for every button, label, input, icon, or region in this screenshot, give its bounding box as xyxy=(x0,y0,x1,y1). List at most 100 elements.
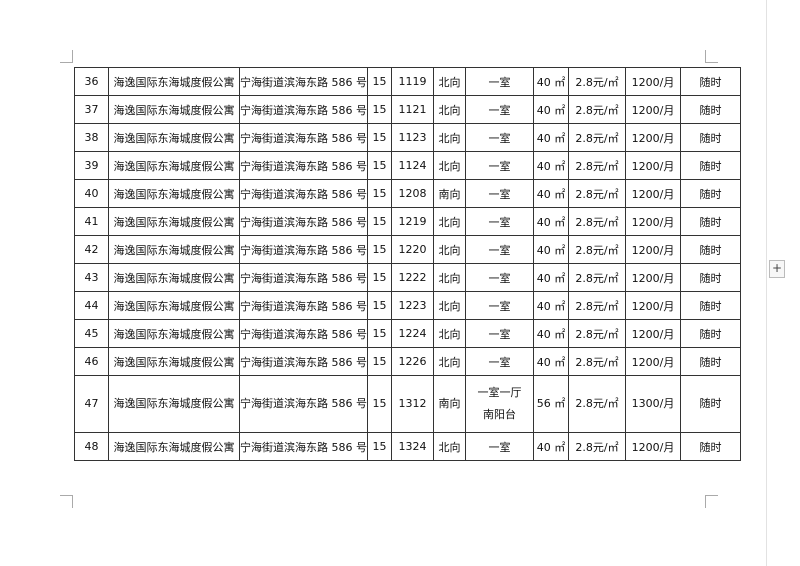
rent-cell: 1200/月 xyxy=(625,207,681,236)
room-number-cell: 1219 xyxy=(391,207,434,236)
floor-cell: 15 xyxy=(367,432,392,461)
rent-cell: 1200/月 xyxy=(625,151,681,180)
room-number-cell: 1312 xyxy=(391,375,434,433)
availability-cell: 随时 xyxy=(680,375,741,433)
row-number-cell: 39 xyxy=(74,151,109,180)
table-row: 41 海逸国际东海城度假公寓 宁海街道滨海东路 586 号 15 1219 北向 一室 40 … xyxy=(74,207,741,236)
availability-cell: 随时 xyxy=(680,291,741,320)
address-cell: 宁海街道滨海东路 586 号 xyxy=(239,151,368,180)
availability-cell: 随时 xyxy=(680,123,741,152)
property-name-cell: 海逸国际东海城度假公寓 xyxy=(108,67,240,96)
property-name-cell: 海逸国际东海城度假公寓 xyxy=(108,319,240,348)
corner-mark xyxy=(705,50,718,63)
address-cell: 宁海街道滨海东路 586 号 xyxy=(239,207,368,236)
property-name-cell: 海逸国际东海城度假公寓 xyxy=(108,207,240,236)
corner-mark xyxy=(60,50,73,63)
address-cell: 宁海街道滨海东路 586 号 xyxy=(239,67,368,96)
table-row: 45 海逸国际东海城度假公寓 宁海街道滨海东路 586 号 15 1224 北向 一室 40 … xyxy=(74,319,741,348)
layout-cell: 一室 xyxy=(465,123,534,152)
table-row: 37 海逸国际东海城度假公寓 宁海街道滨海东路 586 号 15 1121 北向 一室 40 … xyxy=(74,95,741,124)
property-fee-cell: 2.8元/㎡ xyxy=(568,319,626,348)
address-cell: 宁海街道滨海东路 586 号 xyxy=(239,179,368,208)
area-cell: 40 ㎡ xyxy=(533,432,569,461)
rent-cell: 1200/月 xyxy=(625,67,681,96)
property-name-cell: 海逸国际东海城度假公寓 xyxy=(108,95,240,124)
property-name-cell: 海逸国际东海城度假公寓 xyxy=(108,375,240,433)
address-cell: 宁海街道滨海东路 586 号 xyxy=(239,95,368,124)
listing-table: 36 海逸国际东海城度假公寓 宁海街道滨海东路 586 号 15 1119 北向 一室 40 … xyxy=(74,67,741,461)
rent-cell: 1200/月 xyxy=(625,235,681,264)
room-number-cell: 1119 xyxy=(391,67,434,96)
floor-cell: 15 xyxy=(367,375,392,433)
orientation-cell: 北向 xyxy=(433,95,466,124)
address-cell: 宁海街道滨海东路 586 号 xyxy=(239,263,368,292)
row-number-cell: 37 xyxy=(74,95,109,124)
orientation-cell: 北向 xyxy=(433,263,466,292)
area-cell: 56 ㎡ xyxy=(533,375,569,433)
page-edge xyxy=(766,0,767,566)
room-number-cell: 1124 xyxy=(391,151,434,180)
room-number-cell: 1208 xyxy=(391,179,434,208)
address-cell: 宁海街道滨海东路 586 号 xyxy=(239,235,368,264)
row-number-cell: 48 xyxy=(74,432,109,461)
row-number-cell: 45 xyxy=(74,319,109,348)
availability-cell: 随时 xyxy=(680,347,741,376)
rent-cell: 1200/月 xyxy=(625,95,681,124)
area-cell: 40 ㎡ xyxy=(533,95,569,124)
property-fee-cell: 2.8元/㎡ xyxy=(568,123,626,152)
layout-cell: 一室 xyxy=(465,179,534,208)
floor-cell: 15 xyxy=(367,123,392,152)
area-cell: 40 ㎡ xyxy=(533,263,569,292)
availability-cell: 随时 xyxy=(680,179,741,208)
row-number-cell: 47 xyxy=(74,375,109,433)
corner-mark xyxy=(705,495,718,508)
orientation-cell: 北向 xyxy=(433,151,466,180)
layout-cell: 一室 xyxy=(465,319,534,348)
orientation-cell: 南向 xyxy=(433,179,466,208)
availability-cell: 随时 xyxy=(680,67,741,96)
address-cell: 宁海街道滨海东路 586 号 xyxy=(239,319,368,348)
add-button[interactable]: + xyxy=(769,260,785,278)
orientation-cell: 北向 xyxy=(433,432,466,461)
property-name-cell: 海逸国际东海城度假公寓 xyxy=(108,151,240,180)
property-name-cell: 海逸国际东海城度假公寓 xyxy=(108,179,240,208)
orientation-cell: 北向 xyxy=(433,347,466,376)
area-cell: 40 ㎡ xyxy=(533,151,569,180)
property-name-cell: 海逸国际东海城度假公寓 xyxy=(108,347,240,376)
orientation-cell: 南向 xyxy=(433,375,466,433)
layout-cell: 一室 xyxy=(465,95,534,124)
floor-cell: 15 xyxy=(367,235,392,264)
floor-cell: 15 xyxy=(367,291,392,320)
layout-cell: 一室一厅 南阳台 xyxy=(465,375,534,433)
row-number-cell: 41 xyxy=(74,207,109,236)
property-fee-cell: 2.8元/㎡ xyxy=(568,95,626,124)
rent-cell: 1200/月 xyxy=(625,432,681,461)
floor-cell: 15 xyxy=(367,319,392,348)
address-cell: 宁海街道滨海东路 586 号 xyxy=(239,347,368,376)
property-name-cell: 海逸国际东海城度假公寓 xyxy=(108,263,240,292)
document-page: 36 海逸国际东海城度假公寓 宁海街道滨海东路 586 号 15 1119 北向 一室 40 … xyxy=(60,50,741,508)
rent-cell: 1200/月 xyxy=(625,319,681,348)
row-number-cell: 44 xyxy=(74,291,109,320)
orientation-cell: 北向 xyxy=(433,207,466,236)
floor-cell: 15 xyxy=(367,95,392,124)
availability-cell: 随时 xyxy=(680,235,741,264)
row-number-cell: 42 xyxy=(74,235,109,264)
room-number-cell: 1224 xyxy=(391,319,434,348)
address-cell: 宁海街道滨海东路 586 号 xyxy=(239,375,368,433)
room-number-cell: 1324 xyxy=(391,432,434,461)
rent-cell: 1200/月 xyxy=(625,123,681,152)
property-fee-cell: 2.8元/㎡ xyxy=(568,263,626,292)
room-number-cell: 1222 xyxy=(391,263,434,292)
area-cell: 40 ㎡ xyxy=(533,319,569,348)
table-row: 40 海逸国际东海城度假公寓 宁海街道滨海东路 586 号 15 1208 南向 一室 40 … xyxy=(74,179,741,208)
area-cell: 40 ㎡ xyxy=(533,347,569,376)
address-cell: 宁海街道滨海东路 586 号 xyxy=(239,291,368,320)
rent-cell: 1200/月 xyxy=(625,179,681,208)
area-cell: 40 ㎡ xyxy=(533,235,569,264)
rent-cell: 1200/月 xyxy=(625,291,681,320)
property-fee-cell: 2.8元/㎡ xyxy=(568,291,626,320)
property-fee-cell: 2.8元/㎡ xyxy=(568,179,626,208)
property-fee-cell: 2.8元/㎡ xyxy=(568,207,626,236)
room-number-cell: 1121 xyxy=(391,95,434,124)
